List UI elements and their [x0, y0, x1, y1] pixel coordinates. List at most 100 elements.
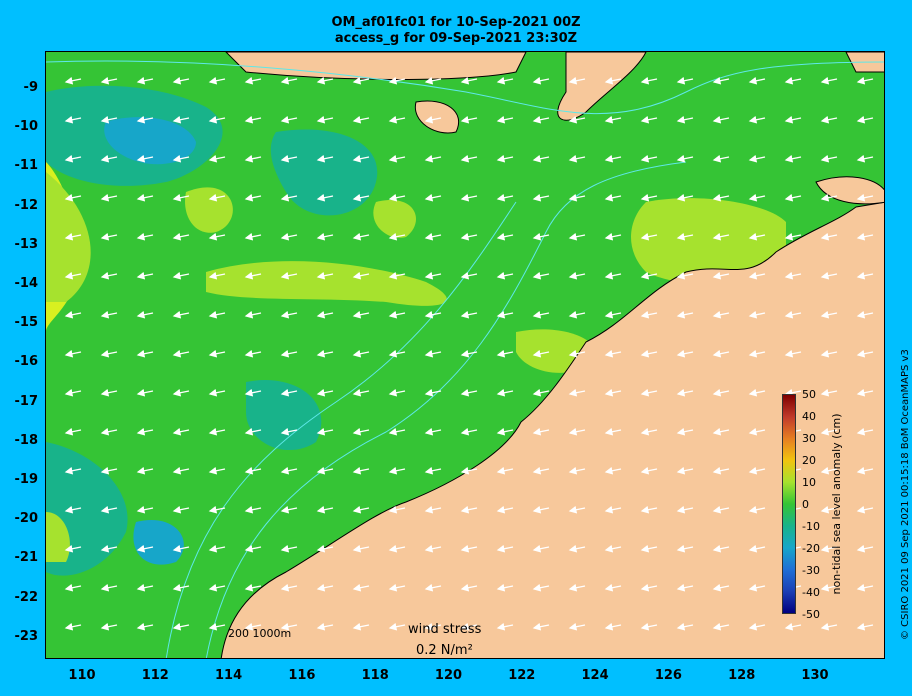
- wind-arrow: [352, 622, 370, 631]
- wind-arrow: [244, 544, 262, 553]
- wind-arrow: [316, 349, 334, 358]
- wind-arrow: [208, 505, 226, 514]
- wind-arrow: [532, 388, 550, 397]
- wind-arrow: [64, 583, 82, 592]
- wind-arrow: [676, 583, 694, 592]
- wind-arrow: [640, 583, 658, 592]
- wind-arrow: [784, 76, 802, 85]
- wind-arrow: [856, 193, 874, 202]
- wind-arrow: [748, 310, 766, 319]
- wind-arrow: [460, 349, 478, 358]
- wind-arrow: [460, 505, 478, 514]
- wind-arrow: [424, 76, 442, 85]
- wind-arrow: [136, 583, 154, 592]
- x-tick-label: 130: [801, 668, 829, 683]
- wind-arrow: [388, 544, 406, 553]
- wind-arrow: [388, 466, 406, 475]
- wind-arrow: [532, 232, 550, 241]
- wind-arrow: [568, 193, 586, 202]
- credit-text: © CSIRO 2021 09 Sep 2021 00:15:18 BoM Oc…: [900, 349, 911, 640]
- wind-arrow: [748, 544, 766, 553]
- wind-arrow: [784, 154, 802, 163]
- wind-arrow: [388, 271, 406, 280]
- wind-arrow: [496, 76, 514, 85]
- wind-arrow: [424, 466, 442, 475]
- wind-arrow: [496, 466, 514, 475]
- colorbar-tick-label: 0: [802, 498, 809, 511]
- wind-arrow: [460, 466, 478, 475]
- wind-arrow: [136, 349, 154, 358]
- wind-arrow: [172, 193, 190, 202]
- wind-arrow: [136, 622, 154, 631]
- wind-arrow: [244, 310, 262, 319]
- wind-arrow: [748, 271, 766, 280]
- wind-arrow: [316, 622, 334, 631]
- wind-arrow: [748, 583, 766, 592]
- wind-arrow: [784, 193, 802, 202]
- wind-arrow: [640, 76, 658, 85]
- wind-arrow: [856, 622, 874, 631]
- wind-arrow: [568, 271, 586, 280]
- wind-arrow: [460, 271, 478, 280]
- wind-arrow: [424, 271, 442, 280]
- wind-arrow: [460, 622, 478, 631]
- bathymetry-contours: [46, 60, 884, 658]
- wind-arrow: [712, 388, 730, 397]
- wind-arrow: [532, 154, 550, 163]
- wind-arrow: [388, 622, 406, 631]
- wind-arrow: [352, 544, 370, 553]
- x-tick-label: 110: [68, 668, 96, 683]
- wind-arrow: [820, 466, 838, 475]
- wind-arrow: [856, 466, 874, 475]
- y-tick-label: -10: [14, 119, 39, 135]
- wind-arrow: [676, 154, 694, 163]
- wind-arrow: [496, 154, 514, 163]
- wind-stress-scale-label: 0.2 N/m²: [416, 643, 473, 658]
- wind-arrow: [496, 505, 514, 514]
- wind-arrow: [316, 271, 334, 280]
- wind-arrow: [280, 76, 298, 85]
- wind-arrow: [640, 622, 658, 631]
- wind-arrow: [460, 76, 478, 85]
- wind-arrow: [820, 310, 838, 319]
- wind-arrow: [280, 466, 298, 475]
- wind-arrow: [676, 310, 694, 319]
- wind-arrow: [136, 544, 154, 553]
- wind-arrow: [712, 232, 730, 241]
- wind-arrow: [208, 427, 226, 436]
- wind-stress-legend-label: wind stress: [408, 622, 482, 637]
- wind-arrow: [856, 427, 874, 436]
- wind-arrow: [244, 232, 262, 241]
- wind-arrow: [280, 622, 298, 631]
- map-canvas: [46, 52, 884, 658]
- wind-arrow: [568, 427, 586, 436]
- wind-arrow: [208, 466, 226, 475]
- wind-arrow: [64, 115, 82, 124]
- wind-arrow: [496, 583, 514, 592]
- colorbar-label: non-tidal sea level anomaly (cm): [830, 413, 843, 595]
- wind-arrow: [424, 505, 442, 514]
- wind-arrow: [820, 193, 838, 202]
- x-tick-label: 112: [141, 668, 169, 683]
- wind-arrow: [64, 505, 82, 514]
- wind-arrow: [100, 76, 118, 85]
- wind-arrow: [640, 388, 658, 397]
- wind-arrow: [388, 232, 406, 241]
- y-tick-label: -23: [14, 628, 39, 644]
- wind-arrow: [280, 349, 298, 358]
- wind-arrow: [532, 427, 550, 436]
- wind-arrow: [568, 232, 586, 241]
- wind-arrow: [100, 622, 118, 631]
- wind-arrow: [640, 349, 658, 358]
- wind-arrow: [244, 466, 262, 475]
- wind-arrow: [424, 622, 442, 631]
- wind-arrow: [280, 427, 298, 436]
- wind-arrow: [784, 388, 802, 397]
- wind-arrow: [856, 232, 874, 241]
- wind-arrow: [820, 388, 838, 397]
- wind-arrow: [496, 271, 514, 280]
- wind-arrow: [460, 544, 478, 553]
- wind-arrow: [820, 349, 838, 358]
- wind-arrow: [388, 583, 406, 592]
- wind-arrow: [532, 76, 550, 85]
